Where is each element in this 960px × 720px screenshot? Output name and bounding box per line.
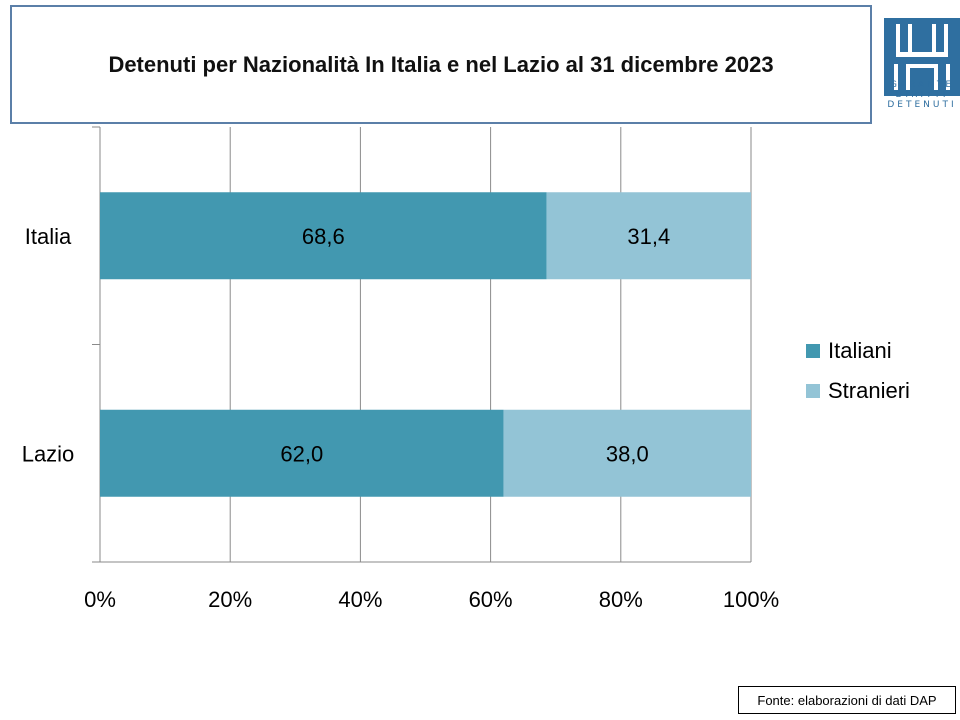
data-label: 62,0	[280, 441, 323, 466]
x-tick-label: 100%	[723, 587, 779, 612]
logo-line-1: GARANTE	[889, 80, 955, 90]
source-note: Fonte: elaborazioni di dati DAP	[738, 686, 956, 714]
logo-line-2: DIRITTI	[895, 90, 949, 100]
bar-stranieri-lazio	[503, 409, 751, 497]
legend-label-stranieri: Stranieri	[828, 378, 910, 403]
chart-title: Detenuti per Nazionalità In Italia e nel…	[108, 51, 774, 77]
category-label: Italia	[25, 224, 72, 249]
bar-stranieri-italia	[546, 192, 751, 280]
bar-italiani-lazio	[100, 409, 504, 497]
bar-italiani-italia	[100, 192, 547, 280]
x-tick-label: 60%	[469, 587, 513, 612]
source-text: Fonte: elaborazioni di dati DAP	[757, 692, 937, 708]
legend-swatch-italiani	[806, 344, 820, 358]
legend-item-italiani: Italiani	[806, 331, 910, 371]
x-tick-label: 80%	[599, 587, 643, 612]
chart-legend: Italiani Stranieri	[806, 331, 910, 411]
garante-logo-icon	[884, 18, 960, 96]
legend-item-stranieri: Stranieri	[806, 371, 910, 411]
data-label: 68,6	[302, 224, 345, 249]
legend-swatch-stranieri	[806, 384, 820, 398]
x-tick-label: 20%	[208, 587, 252, 612]
chart-title-box: Detenuti per Nazionalità In Italia e nel…	[10, 5, 872, 124]
stacked-bar-chart: 0% 20% 40% 60% 80% 100% 68,6 31,4 Italia 62,0 38,0…	[22, 126, 779, 612]
category-label: Lazio	[22, 441, 75, 466]
legend-label-italiani: Italiani	[828, 338, 892, 363]
x-tick-label: 40%	[338, 587, 382, 612]
data-label: 38,0	[606, 441, 649, 466]
data-label: 31,4	[627, 224, 670, 249]
logo-line-3: DETENUTI	[887, 100, 957, 110]
x-tick-label: 0%	[84, 587, 116, 612]
